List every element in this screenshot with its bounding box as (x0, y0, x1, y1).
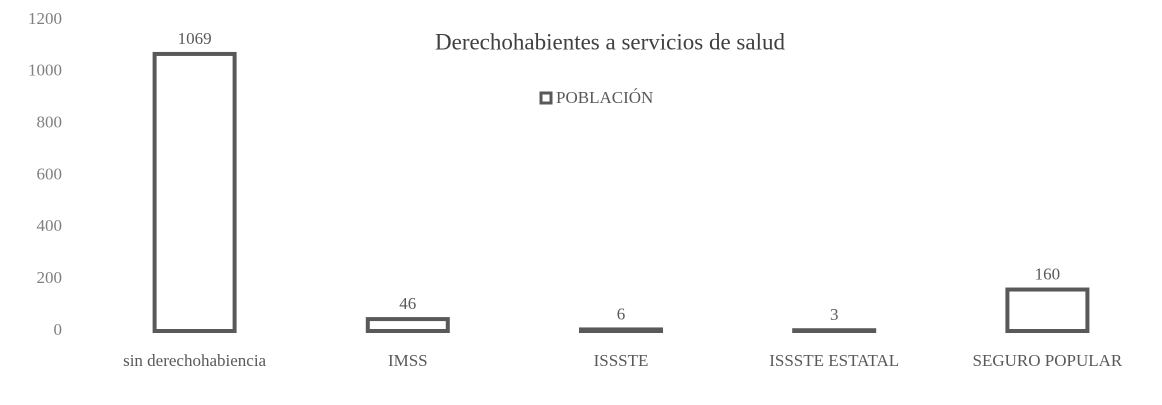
data-label: 160 (1035, 264, 1061, 283)
bar (579, 327, 663, 334)
chart-title: Derechohabientes a servicios de salud (435, 29, 785, 54)
data-label: 3 (830, 305, 839, 324)
y-tick-label: 600 (37, 164, 63, 183)
legend-label: POBLACIÓN (556, 88, 653, 107)
y-tick-label: 400 (37, 216, 63, 235)
y-tick-label: 0 (54, 320, 63, 339)
bar (365, 317, 450, 334)
x-tick-label: SEGURO POPULAR (973, 351, 1123, 370)
legend-marker (539, 91, 553, 105)
y-tick-label: 800 (37, 113, 63, 132)
data-label: 1069 (178, 29, 212, 48)
x-tick-label: IMSS (388, 351, 428, 370)
x-tick-label: sin derechohabiencia (123, 351, 266, 370)
y-tick-label: 200 (37, 268, 63, 287)
bar (792, 328, 877, 334)
data-label: 6 (617, 304, 626, 323)
x-tick-label: ISSSTE ESTATAL (769, 351, 899, 370)
bar (152, 51, 237, 333)
x-tick-label: ISSSTE (594, 351, 649, 370)
bar (1005, 287, 1090, 333)
data-label: 46 (399, 294, 416, 313)
y-tick-label: 1200 (28, 9, 62, 28)
y-tick-label: 1000 (28, 61, 62, 80)
